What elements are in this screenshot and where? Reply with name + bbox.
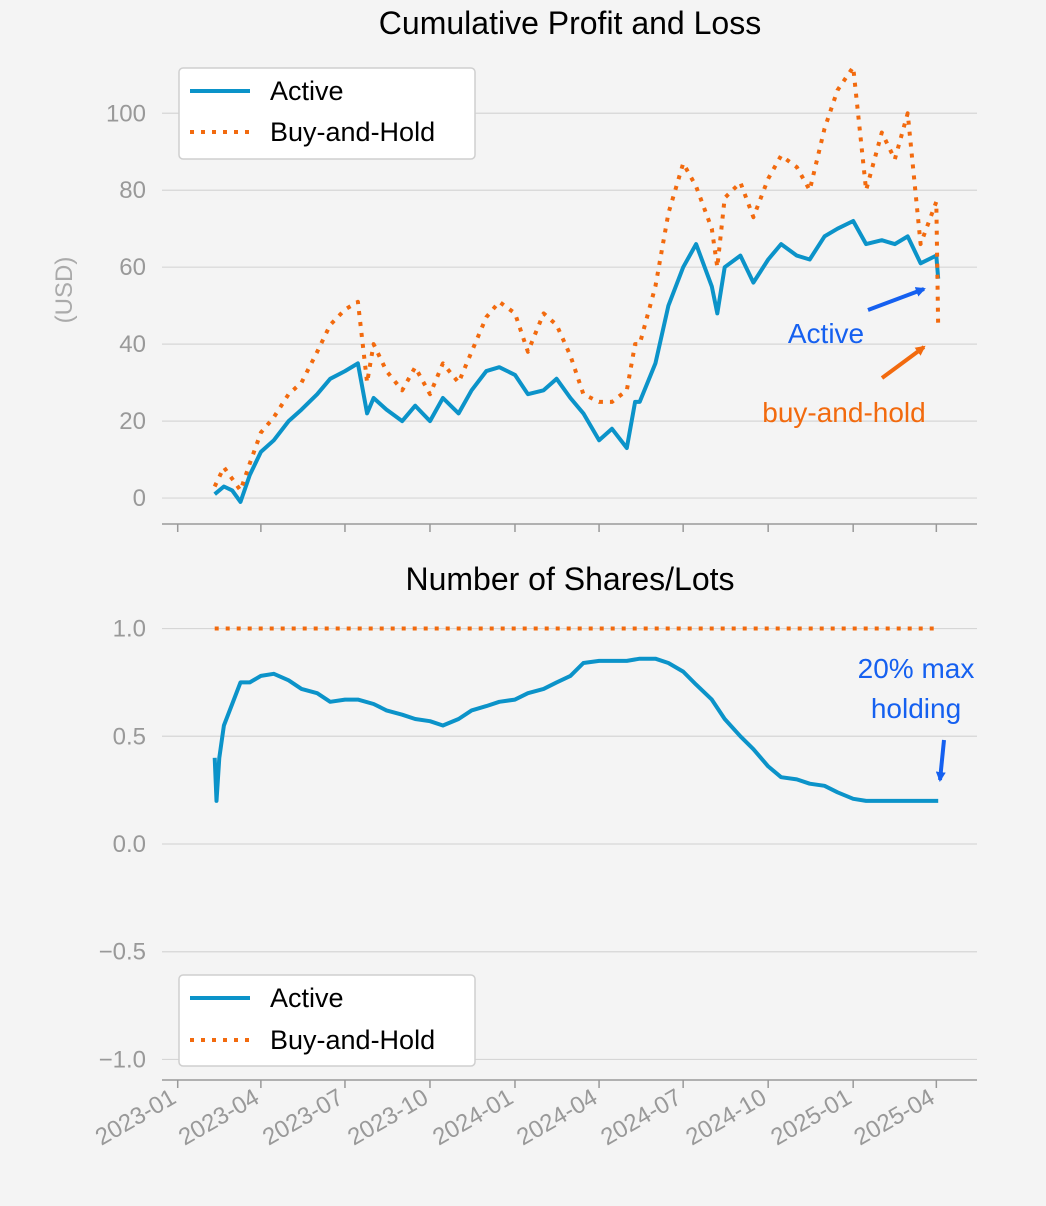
top-grid	[162, 112, 977, 499]
x-tick-label: 2024-04	[512, 1084, 602, 1151]
x-tick-label: 2024-07	[596, 1084, 686, 1151]
top-legend: Active Buy-and-Hold	[178, 67, 476, 160]
y-tick-label: 20	[119, 408, 146, 435]
y-tick-label: −1.0	[99, 1046, 146, 1073]
x-tick-label: 2025-01	[766, 1084, 856, 1151]
top-legend-box	[178, 67, 476, 160]
bottom-chart-title: Number of Shares/Lots	[405, 561, 734, 597]
bottom-series	[212, 626, 939, 803]
x-tick-label: 2023-07	[258, 1084, 348, 1151]
y-tick-label: 0.5	[113, 723, 146, 750]
max-holding-annotation-line1: 20% max	[858, 653, 975, 684]
top-chart-title: Cumulative Profit and Loss	[379, 5, 761, 41]
x-tick-label: 2024-10	[681, 1084, 771, 1151]
y-tick-label: 100	[106, 100, 146, 127]
x-tick-label: 2023-01	[91, 1084, 181, 1151]
x-tick-label: 2023-10	[343, 1084, 433, 1151]
y-tick-label: 60	[119, 254, 146, 281]
top-legend-active-label: Active	[270, 76, 344, 106]
top-y-axis-label: (USD)	[51, 257, 78, 324]
bottom-y-ticks: −1.0 −0.5 0.0 0.5 1.0	[99, 616, 146, 1074]
x-tick-label: 2024-01	[428, 1084, 518, 1151]
y-tick-label: 80	[119, 177, 146, 204]
bottom-legend: Active Buy-and-Hold	[178, 974, 476, 1067]
bottom-legend-buyhold-label: Buy-and-Hold	[270, 1025, 435, 1055]
y-tick-label: 0	[133, 485, 146, 512]
y-tick-label: −0.5	[99, 939, 146, 966]
buyhold-annotation: buy-and-hold	[762, 397, 925, 428]
bottom-legend-active-label: Active	[270, 983, 344, 1013]
active-annotation: Active	[788, 318, 864, 349]
y-tick-label: 1.0	[113, 616, 146, 643]
top-y-ticks: 0 20 40 60 80 100	[106, 100, 146, 512]
x-tick-label: 2023-04	[174, 1084, 264, 1151]
y-tick-label: 40	[119, 331, 146, 358]
top-x-ticks	[176, 524, 938, 532]
y-tick-label: 0.0	[113, 831, 146, 858]
active-annotation-arrow	[867, 287, 926, 312]
max-holding-annotation-line2: holding	[871, 693, 961, 724]
max-holding-annotation-arrow	[935, 739, 946, 782]
active-series-line	[212, 656, 939, 803]
top-series	[212, 65, 941, 504]
bottom-legend-box	[178, 974, 476, 1067]
top-legend-buyhold-label: Buy-and-Hold	[270, 117, 435, 147]
bottom-x-ticks: 2023-012023-042023-072023-102024-012024-…	[91, 1080, 939, 1151]
active-series-line	[213, 219, 941, 504]
x-tick-label: 2025-04	[850, 1084, 940, 1151]
buyhold-annotation-arrow	[880, 345, 926, 380]
